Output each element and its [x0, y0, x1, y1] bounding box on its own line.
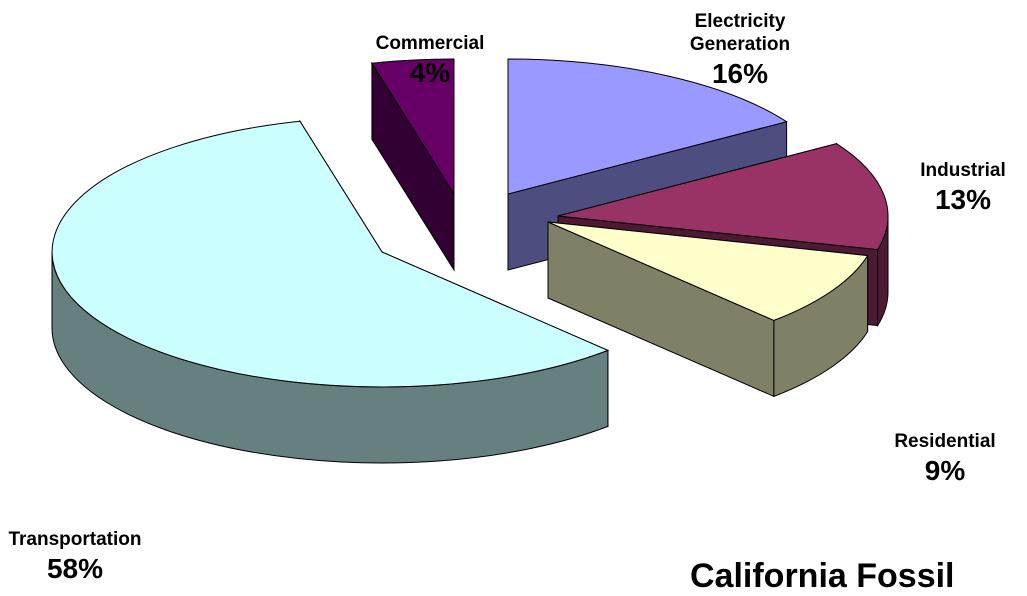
slice-top-face: [51, 120, 610, 388]
slice-label: Commercial: [375, 33, 485, 54]
label-commercial: Commercial 4%: [345, 32, 515, 91]
pie-slice-transportation: [51, 119, 610, 464]
slice-label: Transportation: [8, 529, 142, 550]
slice-label: Industrial: [920, 160, 1006, 181]
slice-percent: 9%: [924, 455, 966, 486]
slice-label: Residential: [894, 431, 996, 452]
slice-top-face: [547, 221, 869, 321]
label-electricity-generation: Electricity Generation 16%: [650, 10, 830, 92]
label-industrial: Industrial 13%: [898, 159, 1027, 218]
label-transportation: Transportation 58%: [0, 528, 170, 587]
slice-top-face: [507, 58, 788, 195]
chart-title: California Fossil: [690, 557, 955, 595]
slice-percent: 16%: [711, 58, 769, 89]
slice-percent: 58%: [46, 553, 104, 584]
slice-label: Electricity Generation: [689, 11, 791, 55]
slice-top-face: [557, 143, 889, 251]
pie-slice-commercial: [371, 58, 455, 272]
label-residential: Residential 9%: [870, 430, 1020, 489]
slice-percent: 13%: [934, 184, 992, 215]
slice-top-face: [371, 58, 455, 196]
slice-percent: 4%: [409, 57, 451, 88]
pie-slice-residential: [547, 221, 869, 398]
